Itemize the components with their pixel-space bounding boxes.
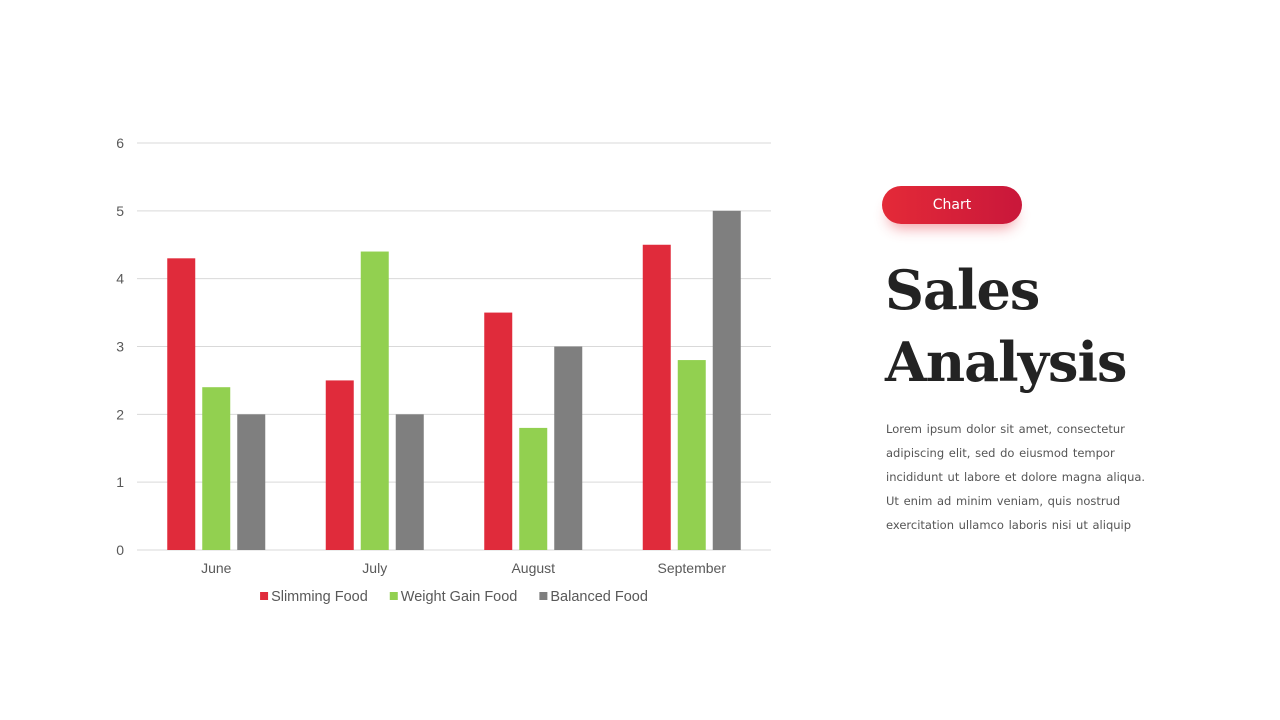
x-axis-tick-labels: June July August September: [201, 560, 726, 576]
bars: [167, 210, 741, 551]
y-axis-tick-labels: 0 1 2 3 4 5 6: [116, 135, 124, 558]
y-tick-label: 2: [116, 406, 124, 422]
y-tick-label: 0: [116, 542, 124, 558]
description-line: exercitation ullamco laboris nisi ut ali…: [886, 518, 1132, 532]
legend-swatch: [389, 592, 398, 600]
gridlines: [137, 142, 771, 551]
y-tick-label: 6: [116, 135, 124, 151]
legend-label: Slimming Food: [271, 589, 368, 605]
description-line: adipiscing elit, sed do eiusmod tempor: [886, 446, 1115, 460]
x-tick-label: June: [201, 560, 232, 576]
bar: [167, 258, 196, 550]
bar: [554, 346, 583, 550]
bar: [642, 244, 671, 550]
y-tick-label: 3: [116, 339, 124, 355]
legend-swatch: [260, 592, 269, 600]
y-tick-label: 1: [116, 474, 124, 490]
description-text: Lorem ipsum dolor sit amet, consectetur …: [886, 417, 1156, 537]
legend: Slimming Food Weight Gain Food Balanced Fo…: [260, 589, 648, 605]
x-tick-label: September: [658, 560, 727, 576]
description-line: Lorem ipsum dolor sit amet, consectetur: [886, 422, 1125, 436]
bar: [325, 380, 354, 550]
bar: [712, 210, 741, 551]
bar: [237, 414, 266, 550]
y-tick-label: 4: [116, 271, 124, 287]
bar: [395, 414, 424, 550]
x-tick-label: August: [511, 560, 555, 576]
legend-swatch: [539, 592, 548, 600]
bar: [677, 360, 706, 550]
page-title-line-2: Analysis: [885, 330, 1127, 394]
page-title: Sales Analysis: [885, 254, 1127, 398]
page-title-line-1: Sales: [885, 258, 1040, 322]
bar-chart: 0 1 2 3 4 5 6 June July August September Slimming…: [116, 135, 771, 605]
legend-label: Weight Gain Food: [401, 589, 518, 605]
description-line: Ut enim ad minim veniam, quis nostrud: [886, 494, 1121, 508]
description-line: incididunt ut labore et dolore magna ali…: [886, 470, 1146, 484]
bar: [202, 387, 231, 550]
legend-label: Balanced Food: [550, 589, 648, 605]
x-tick-label: July: [362, 560, 387, 576]
y-tick-label: 5: [116, 203, 124, 219]
bar: [484, 312, 513, 550]
chart-badge-button[interactable]: Chart: [882, 186, 1022, 224]
bar: [519, 427, 548, 550]
bar: [360, 251, 389, 551]
